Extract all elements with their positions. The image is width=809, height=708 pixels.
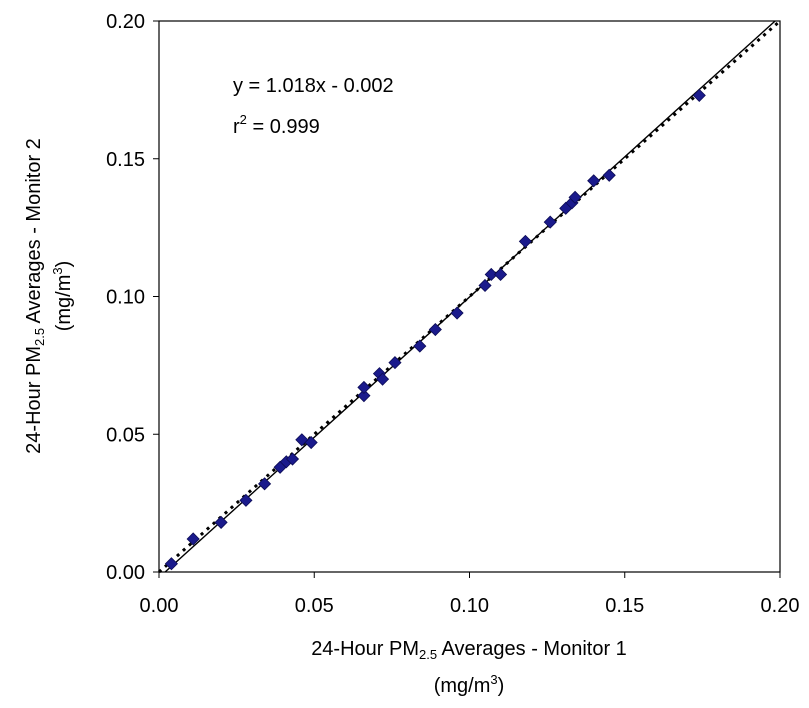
data-point (518, 234, 532, 248)
data-point (568, 190, 582, 204)
chart-marks: 0.00 0.05 0.10 0.15 0.20 0.00 0.05 0.10 0.15 0.20 (106, 11, 799, 617)
data-point (692, 88, 706, 102)
data-point (375, 372, 390, 386)
y-tick-label: 0.10 (106, 287, 145, 309)
r-squared-label: r2 = 0.999 (233, 112, 320, 138)
x-axis-title: 24-Hour PM2.5 Averages - Monitor 1 (311, 638, 627, 662)
x-tick-label: 0.05 (295, 595, 334, 617)
data-point (428, 322, 442, 337)
data-point (186, 532, 200, 546)
y-tick-label: 0.05 (106, 424, 145, 446)
regression-equation: y = 1.018x - 0.002 (233, 75, 394, 97)
y-tick-label: 0.15 (106, 149, 145, 171)
data-point (478, 278, 492, 293)
x-tick-label: 0.00 (140, 595, 179, 617)
data-point (357, 380, 371, 394)
data-point (239, 493, 253, 507)
data-point (450, 306, 464, 320)
data-point (543, 215, 557, 229)
data-point (602, 168, 616, 182)
x-axis-unit: (mg/m3) (434, 672, 505, 697)
y-axis-title-line1: 24-Hour PM2.5 Averages - Monitor 2 (23, 138, 47, 454)
data-point (484, 267, 498, 282)
data-point (285, 452, 300, 466)
y-tick-label: 0.00 (106, 562, 145, 584)
y-tick-label: 0.20 (106, 11, 145, 33)
x-tick-label: 0.10 (450, 595, 489, 617)
data-point (258, 477, 272, 491)
data-point (493, 267, 508, 282)
y-axis-title: 24-Hour PM2.5 Averages - Monitor 2 (mg/m… (23, 138, 75, 454)
x-tick-label: 0.15 (605, 595, 644, 617)
x-tick-label: 0.20 (761, 595, 800, 617)
data-point (164, 557, 178, 571)
data-point (413, 339, 427, 353)
data-point (357, 389, 371, 403)
y-axis-unit: (mg/m3) (50, 261, 75, 332)
data-point (388, 356, 402, 370)
data-point (587, 174, 601, 188)
regression-line (164, 20, 776, 573)
data-point (214, 515, 228, 529)
data-point (304, 435, 318, 450)
